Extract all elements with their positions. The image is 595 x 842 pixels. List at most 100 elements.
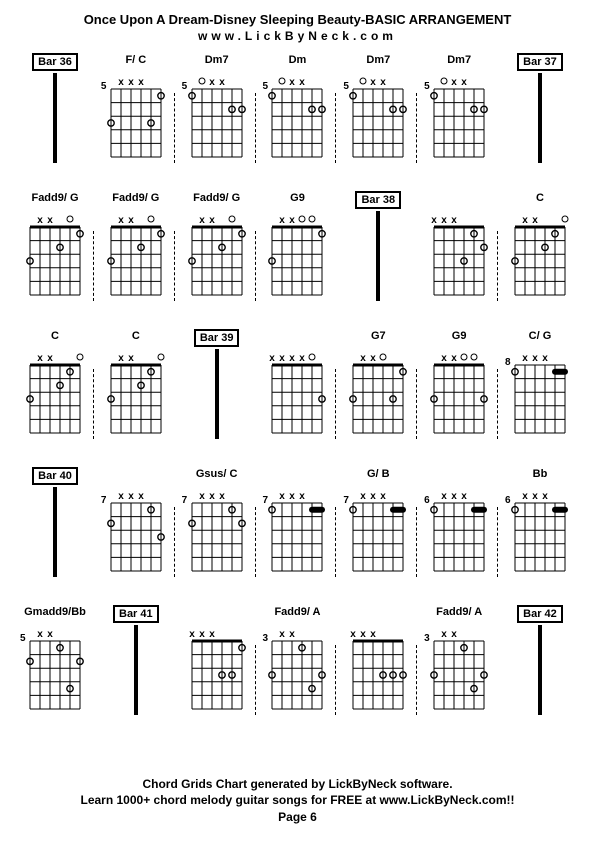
chord-name-label: C bbox=[132, 329, 140, 347]
chord-cell: G7xx bbox=[341, 329, 415, 449]
chord-diagram: xx bbox=[103, 349, 169, 449]
footer-line-2: Learn 1000+ chord melody guitar songs fo… bbox=[0, 792, 595, 809]
chord-diagram: 7xxx bbox=[264, 487, 330, 587]
chord-cell: Fadd9/ Gxx bbox=[99, 191, 173, 311]
chord-cell: Fadd9/ Gxx bbox=[180, 191, 254, 311]
svg-text:x: x bbox=[47, 353, 53, 364]
chord-cell: Gmadd9/Bb5xx bbox=[18, 605, 92, 725]
svg-text:x: x bbox=[461, 491, 467, 502]
chord-name-label: Fadd9/ G bbox=[112, 191, 159, 209]
chord-cell: C/ G8xxx bbox=[503, 329, 577, 449]
page-title: Once Upon A Dream-Disney Sleeping Beauty… bbox=[18, 12, 577, 27]
connector-dashed bbox=[497, 231, 498, 301]
bar-line bbox=[134, 625, 138, 715]
svg-text:x: x bbox=[542, 353, 548, 364]
chord-diagram: xxx bbox=[184, 625, 250, 725]
fret-number: 6 bbox=[505, 495, 511, 506]
connector-dashed bbox=[174, 93, 175, 163]
chord-diagram: xx bbox=[184, 211, 250, 311]
connector-dashed bbox=[497, 369, 498, 439]
chord-diagram: 5xx bbox=[22, 625, 88, 725]
chord-diagram: 5xx bbox=[264, 73, 330, 173]
fret-number: 5 bbox=[262, 81, 268, 92]
svg-text:x: x bbox=[351, 629, 357, 640]
chord-cell: 7xxx bbox=[260, 467, 334, 587]
chord-diagram: 7xxx bbox=[103, 487, 169, 587]
chord-diagram: 7xxx bbox=[184, 487, 250, 587]
svg-text:x: x bbox=[128, 353, 134, 364]
svg-text:x: x bbox=[47, 629, 53, 640]
svg-text:x: x bbox=[280, 491, 286, 502]
chord-cell: 7xxx bbox=[99, 467, 173, 587]
chord-diagram: xxx bbox=[426, 211, 492, 311]
chord-diagram bbox=[507, 73, 573, 173]
chord-cell: F/ C5xxx bbox=[99, 53, 173, 173]
svg-text:x: x bbox=[219, 491, 225, 502]
chord-cell: xxx bbox=[180, 605, 254, 725]
svg-text:x: x bbox=[461, 77, 467, 88]
svg-text:x: x bbox=[381, 491, 387, 502]
svg-text:x: x bbox=[361, 629, 367, 640]
svg-text:x: x bbox=[37, 629, 43, 640]
chord-cell: Fadd9/ G xx bbox=[18, 191, 92, 311]
bar-label: Bar 39 bbox=[194, 329, 240, 347]
svg-text:x: x bbox=[199, 629, 205, 640]
svg-text:x: x bbox=[371, 77, 377, 88]
svg-text:x: x bbox=[199, 491, 205, 502]
chord-diagram: 3xx bbox=[264, 625, 330, 725]
bar-marker-cell: Bar 40 bbox=[18, 467, 92, 587]
chord-name-label: Dm7 bbox=[447, 53, 471, 71]
chord-diagram bbox=[507, 625, 573, 725]
chord-name-label: Dm bbox=[289, 53, 307, 71]
chord-name-label: Dm7 bbox=[205, 53, 229, 71]
bar-line bbox=[376, 211, 380, 301]
svg-text:x: x bbox=[219, 77, 225, 88]
bar-line bbox=[215, 349, 219, 439]
svg-text:x: x bbox=[280, 629, 286, 640]
chord-diagram: xx bbox=[22, 211, 88, 311]
bar-label: Bar 38 bbox=[355, 191, 401, 209]
chord-diagram: xx bbox=[345, 349, 411, 449]
bar-marker-cell: Bar 36 bbox=[18, 53, 92, 173]
svg-text:x: x bbox=[138, 77, 144, 88]
connector-dashed bbox=[416, 507, 417, 577]
svg-text:x: x bbox=[381, 77, 387, 88]
svg-text:x: x bbox=[128, 77, 134, 88]
bar-label: Bar 40 bbox=[32, 467, 78, 485]
svg-text:x: x bbox=[128, 215, 134, 226]
chord-cell: Dm75xx bbox=[180, 53, 254, 173]
footer-line-1: Chord Grids Chart generated by LickByNec… bbox=[0, 776, 595, 793]
bar-line bbox=[53, 73, 57, 163]
svg-text:x: x bbox=[290, 629, 296, 640]
chord-name-label: F/ C bbox=[125, 53, 146, 71]
chord-diagram: xx bbox=[507, 211, 573, 311]
chord-diagram bbox=[184, 349, 250, 449]
chord-cell: Dm5xx bbox=[260, 53, 334, 173]
page-subtitle: www.LickByNeck.com bbox=[18, 29, 577, 43]
chord-cell: Fadd9/ A3xx bbox=[260, 605, 334, 725]
connector-dashed bbox=[255, 645, 256, 715]
connector-dashed bbox=[335, 93, 336, 163]
svg-text:x: x bbox=[270, 353, 276, 364]
svg-text:x: x bbox=[441, 491, 447, 502]
svg-text:x: x bbox=[300, 77, 306, 88]
chord-name-label: Fadd9/ G bbox=[31, 191, 78, 209]
connector-dashed bbox=[93, 231, 94, 301]
svg-text:x: x bbox=[532, 491, 538, 502]
svg-text:x: x bbox=[300, 353, 306, 364]
fret-number: 5 bbox=[182, 81, 188, 92]
svg-text:x: x bbox=[290, 353, 296, 364]
chord-diagram: 8xxx bbox=[507, 349, 573, 449]
bar-line bbox=[538, 625, 542, 715]
chord-name-label: C bbox=[51, 329, 59, 347]
chord-diagram: xxx bbox=[345, 625, 411, 725]
connector-dashed bbox=[497, 507, 498, 577]
svg-text:x: x bbox=[300, 491, 306, 502]
fret-number: 5 bbox=[101, 81, 107, 92]
chord-name-label: Gsus/ C bbox=[196, 467, 238, 485]
chord-row: Fadd9/ GxxFadd9/ GxxFadd9/ GxxG9xxBar 38… bbox=[18, 191, 577, 311]
chord-cell: xxxx bbox=[260, 329, 334, 449]
svg-text:x: x bbox=[128, 491, 134, 502]
svg-text:x: x bbox=[199, 215, 205, 226]
fret-number: 5 bbox=[343, 81, 349, 92]
